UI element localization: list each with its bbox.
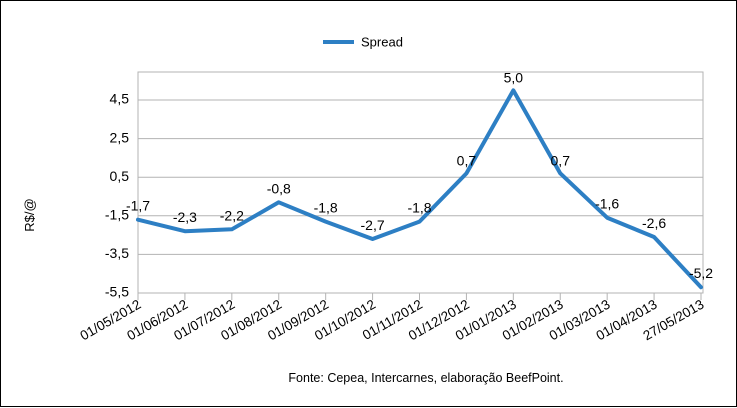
y-tick-label: 0,5 (110, 168, 130, 184)
data-label: -2,7 (361, 217, 385, 233)
source-caption: Fonte: Cepea, Intercarnes, elaboração Be… (288, 371, 563, 385)
data-label: -2,3 (173, 209, 197, 225)
data-label: -5,2 (689, 265, 713, 281)
data-label: 5,0 (504, 69, 524, 85)
y-tick-label: -3,5 (105, 245, 129, 261)
data-label: -0,8 (267, 180, 291, 196)
data-label: -1,8 (314, 200, 338, 216)
y-tick-label: -1,5 (105, 207, 129, 223)
data-label: 0,7 (551, 152, 571, 168)
data-label: -2,6 (642, 215, 666, 231)
plot-area (137, 71, 704, 294)
data-label: -1,8 (407, 200, 431, 216)
data-label: -1,6 (595, 196, 619, 212)
y-tick-label: 2,5 (110, 129, 130, 145)
data-labels: -1,7 -2,3 -2,2 -0,8 -1,8 -2,7 -1,8 0,7 5,0 0,7 -1,… (126, 69, 713, 281)
data-label: 0,7 (457, 152, 477, 168)
data-label: -1,7 (126, 198, 150, 214)
y-tick-label: -5,5 (105, 284, 129, 300)
data-label: -2,2 (220, 207, 244, 223)
y-axis-ticks: 4,5 2,5 0,5 -1,5 -3,5 -5,5 (105, 91, 129, 300)
spread-line (136, 88, 703, 290)
legend-label-spread: Spread (361, 34, 403, 49)
y-axis-label: R$/@ (22, 198, 37, 231)
legend: Spread (323, 34, 403, 49)
y-tick-label: 4,5 (110, 91, 130, 107)
x-axis-ticks: 01/05/201201/06/201201/07/201201/08/2012… (77, 293, 707, 343)
